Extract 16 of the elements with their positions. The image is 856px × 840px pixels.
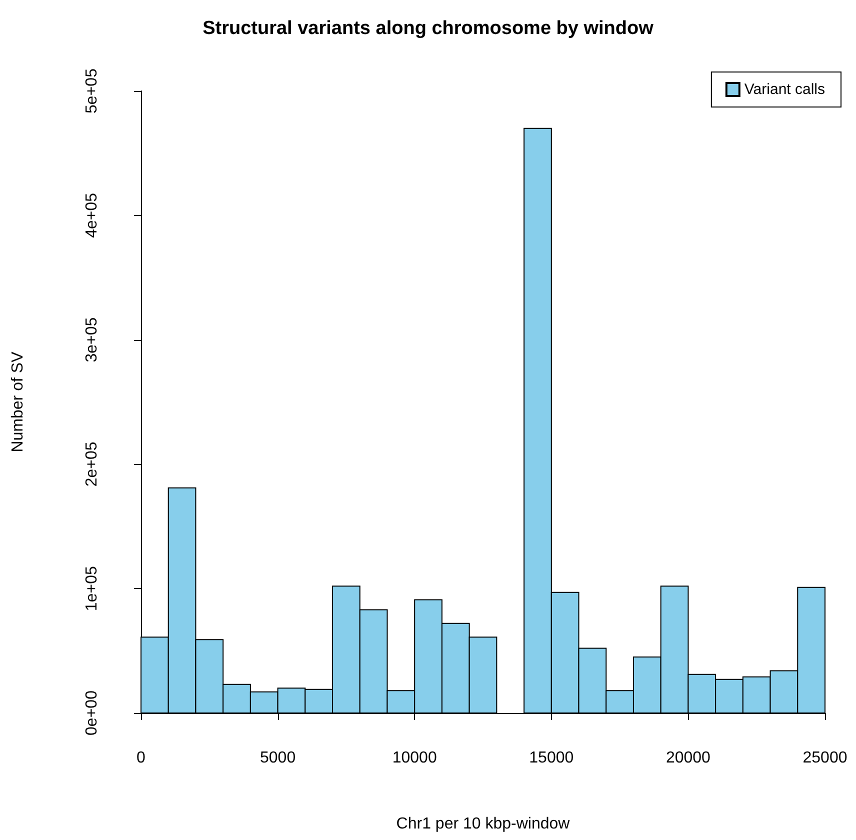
y-tick-label: 2e+05 [84, 442, 100, 487]
y-tick-label: 5e+05 [84, 68, 100, 114]
y-tick-label: 3e+05 [84, 317, 100, 362]
x-axis-title: Chr1 per 10 kbp-window [396, 816, 570, 832]
x-tick-label: 10000 [392, 750, 437, 766]
chart-title: Structural variants along chromosome by window [202, 18, 654, 39]
x-tick-label: 25000 [802, 750, 848, 766]
y-axis-title: Number of SV [10, 351, 26, 452]
y-tick-label: 1e+05 [84, 566, 100, 612]
legend-label: Variant calls [744, 81, 826, 98]
y-tick-label: 4e+05 [84, 192, 100, 238]
y-tick-label: 0e+00 [84, 690, 100, 736]
x-tick-label: 0 [136, 750, 146, 766]
x-tick-label: 5000 [260, 750, 296, 766]
x-tick-label: 20000 [666, 750, 711, 766]
x-tick-label: 15000 [529, 750, 574, 766]
